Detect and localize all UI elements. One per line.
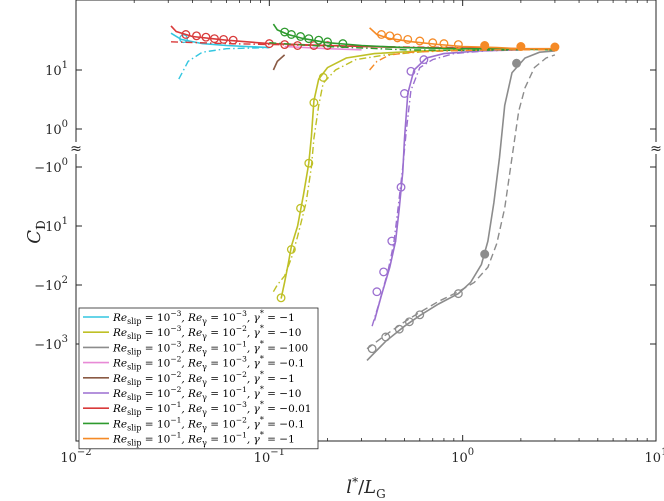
data-point-open: [376, 30, 386, 39]
y-tick-label: 101: [45, 60, 68, 79]
series-solid-line: [170, 32, 270, 49]
data-point-open: [286, 30, 296, 39]
data-point-open: [314, 35, 324, 45]
axis-break-gap: [71, 142, 81, 154]
x-tick-label: 100: [451, 447, 474, 466]
data-point-open: [323, 41, 332, 50]
data-point-open: [381, 332, 391, 342]
data-point-open: [453, 40, 463, 49]
data-point-open: [394, 324, 404, 334]
data-point-open: [276, 293, 286, 303]
series-group: [369, 27, 560, 71]
data-point-filled: [480, 41, 490, 51]
data-point-open: [439, 39, 449, 49]
data-point-open: [415, 36, 425, 46]
series-group: [272, 54, 286, 71]
legend-label: Reslip = 10−1, Reγ = 10−1, γ* = −1: [112, 431, 295, 448]
data-point-open: [393, 33, 402, 43]
series-solid-line: [369, 27, 555, 50]
legend-label: Reslip = 10−3, Reγ = 10−1, γ* = −100: [112, 339, 308, 356]
series-dashdot-line: [369, 49, 555, 71]
data-point-open: [309, 98, 319, 108]
data-point-open: [293, 41, 303, 50]
data-point-open: [387, 236, 397, 246]
y-tick-label: −103: [34, 334, 68, 353]
series-group: [366, 50, 556, 361]
data-point-open: [403, 34, 413, 44]
x-tick-label: 101: [645, 447, 664, 466]
data-point-open: [201, 32, 211, 42]
y-tick-label: −101: [34, 216, 68, 235]
x-axis-label: l*/LG: [346, 475, 385, 501]
x-tick-label: 10−2: [60, 447, 91, 466]
data-point-open: [406, 66, 416, 76]
legend-box: [78, 307, 319, 450]
data-point-open: [428, 38, 438, 48]
data-point-open: [396, 182, 406, 192]
data-point-open: [453, 289, 463, 299]
y-tick-label: −102: [34, 275, 68, 294]
data-point-filled: [512, 58, 522, 68]
series-dashdot-line: [269, 42, 521, 52]
series-group: [272, 49, 463, 303]
data-point-open: [404, 317, 414, 327]
data-point-open: [304, 34, 314, 44]
data-point-filled: [550, 42, 560, 52]
legend-label: Reslip = 10−2, Reγ = 10−2, γ* = −1: [112, 370, 295, 387]
series-group: [371, 49, 521, 327]
data-point-open: [192, 31, 201, 41]
data-point-open: [338, 39, 348, 49]
series-solid-line: [272, 54, 286, 71]
legend-label: Reslip = 10−3, Reγ = 10−3, γ* = −1: [112, 309, 295, 326]
x-tick-label: 10−1: [254, 447, 285, 466]
data-point-open: [228, 35, 238, 45]
y-tick-label: 100: [45, 119, 68, 138]
data-point-open: [415, 310, 425, 320]
series-group: [269, 23, 555, 52]
y-tick-label: −100: [34, 157, 68, 176]
y-axis-label: CD: [24, 220, 48, 243]
data-point-open: [209, 34, 219, 44]
data-point-open: [219, 34, 229, 44]
data-point-open: [367, 344, 377, 354]
data-point-open: [296, 32, 305, 41]
series-solid-line: [272, 23, 555, 51]
legend-label: Reslip = 10−1, Reγ = 10−3, γ* = −0.01: [112, 400, 311, 417]
data-point-open: [323, 37, 332, 47]
data-point-filled: [480, 249, 490, 259]
series-dashdot-line: [178, 46, 270, 80]
data-point-open: [379, 267, 389, 277]
data-point-open: [181, 30, 191, 39]
axis-break-symbol: ≈: [650, 141, 662, 157]
data-point-open: [286, 245, 296, 254]
data-point-open: [318, 72, 328, 82]
data-point-open: [296, 203, 305, 213]
series-solid-line: [280, 49, 463, 299]
series-solid-line: [373, 49, 521, 321]
data-point-filled: [516, 42, 526, 52]
data-point-open: [419, 55, 429, 65]
data-point-open: [400, 89, 409, 98]
legend-label: Reslip = 10−2, Reγ = 10−1, γ* = −10: [112, 385, 301, 402]
axis-break-gap: [651, 142, 661, 154]
data-point-open: [304, 158, 314, 168]
data-point-open: [372, 287, 382, 297]
legend-label: Reslip = 10−3, Reγ = 10−2, γ* = −10: [112, 324, 301, 341]
axis-break-symbol: ≈: [70, 141, 82, 157]
series-dashed-line: [366, 54, 556, 350]
legend-label: Reslip = 10−2, Reγ = 10−3, γ* = −0.1: [112, 355, 305, 372]
legend-label: Reslip = 10−1, Reγ = 10−2, γ* = −0.1: [112, 415, 305, 432]
